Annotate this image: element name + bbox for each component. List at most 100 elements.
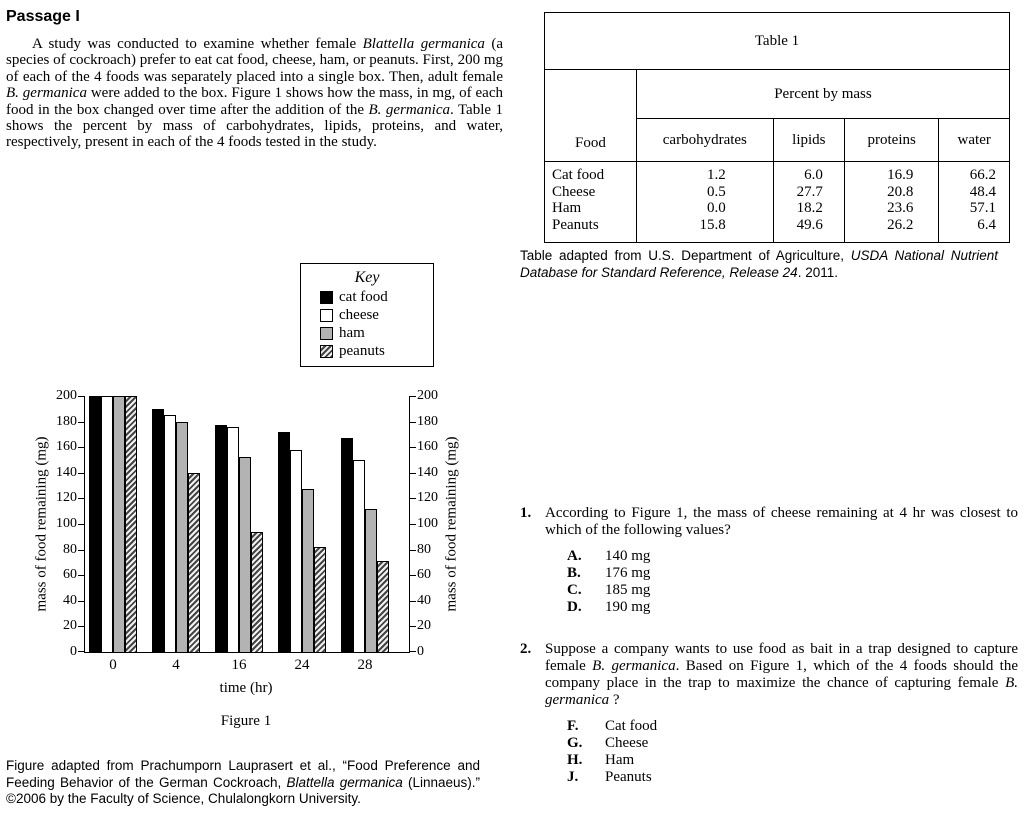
food-name-Ham: Ham <box>552 200 582 216</box>
text-segment: B. germanica <box>368 101 451 118</box>
y-axis-label-right: mass of food remaining (mg) <box>442 396 462 652</box>
y-tick-label-left-180: 180 <box>56 413 77 429</box>
option-letter: H. <box>567 752 583 768</box>
y-tick-mark-left-180 <box>78 421 84 423</box>
food-name-Cheese: Cheese <box>552 183 596 200</box>
bar-ham-t4 <box>176 421 188 652</box>
option-letter: B. <box>567 565 581 581</box>
option-letter: A. <box>567 548 582 564</box>
bar-peanuts-t24 <box>314 547 326 652</box>
option-F: F. Cat food <box>567 718 1018 735</box>
option-A: A. 140 mg <box>567 548 1018 565</box>
x-axis-title: time (hr) <box>219 680 273 696</box>
figure-key-items: cat food cheese ham peanuts <box>301 290 433 359</box>
table-1: Table 1 Food Percent by mass carbohydrat… <box>544 12 1011 243</box>
y-tick-label-left-100: 100 <box>56 516 77 531</box>
value-water-Cheese: 48.4 <box>969 183 996 200</box>
x-tick-label-24: 24 <box>294 657 310 673</box>
question-2-body: Suppose a company wants to use food as b… <box>545 641 1018 786</box>
text-segment: B. germanica <box>592 658 676 674</box>
table-values-col-3: 66.2 48.4 57.1 6.4 <box>938 161 1010 243</box>
y-tick-label-left-200: 200 <box>56 388 77 403</box>
key-item-peanuts: peanuts <box>320 344 433 359</box>
y-tick-label-right-80: 80 <box>417 541 431 557</box>
x-tick-label-16: 16 <box>231 657 247 673</box>
y-tick-label-right-120: 120 <box>417 490 438 506</box>
text-segment: . Based on Figure 1, which of the 4 food… <box>545 658 1018 691</box>
table-title: Table 1 <box>544 12 1010 70</box>
y-tick-mark-right-40 <box>410 600 416 602</box>
value-carbohydrates-Peanuts: 15.8 <box>699 216 726 233</box>
text-segment: According to Figure 1, the mass of chees… <box>545 505 1018 538</box>
bar-peanuts-t0 <box>125 396 137 652</box>
food-name-Peanuts: Peanuts <box>552 216 599 233</box>
y-tick-mark-left-140 <box>78 472 84 474</box>
text-segment: (Linnaeus).” ©2006 by the Faculty of Sci… <box>6 774 480 807</box>
option-text: Peanuts <box>605 769 652 785</box>
figure1-plot: 0 4 16 24 28 <box>78 396 416 673</box>
option-text: Cat food <box>605 718 658 734</box>
y-tick-label-left-60: 60 <box>63 567 77 583</box>
option-letter: F. <box>567 718 579 734</box>
table-col-header-proteins: proteins <box>843 118 940 162</box>
bar-cat-food-t24 <box>278 431 290 652</box>
y-tick-label-right-60: 60 <box>417 567 431 583</box>
y-tick-label-right-0: 0 <box>417 644 424 659</box>
question-1-options: A. 140 mg B. 176 mg C. 185 mg D. 190 mg <box>567 548 1018 616</box>
option-B: B. 176 mg <box>567 565 1018 582</box>
text-segment: B. germanica <box>6 85 87 102</box>
y-tick-mark-right-180 <box>410 421 416 423</box>
bar-group-t16: 16 <box>215 396 263 673</box>
bar-cat-food-t4 <box>152 408 164 652</box>
value-proteins-Cat-food: 16.9 <box>887 167 914 183</box>
y-tick-label-left-120: 120 <box>56 490 77 506</box>
figure-1-chart: mass of food remaining (mg) 0 20 40 60 80 100… <box>32 388 462 730</box>
question-1: 1. According to Figure 1, the mass of che… <box>520 505 1018 616</box>
table-data-row: Cat food Cheese Ham Peanuts 1.2 0.5 0.0 15.8 6… <box>544 161 1010 243</box>
table-title-row: Table 1 <box>544 12 1010 70</box>
option-text: 185 mg <box>605 582 651 598</box>
option-C: C. 185 mg <box>567 582 1018 599</box>
peanuts-swatch <box>320 345 333 358</box>
y-tick-mark-left-100 <box>78 524 84 525</box>
option-text: 140 mg <box>605 548 651 564</box>
value-lipids-Cat-food: 6.0 <box>804 167 823 183</box>
y-tick-mark-right-200 <box>410 396 416 397</box>
key-item-label: cat food <box>339 289 388 305</box>
option-G: G. Cheese <box>567 735 1018 752</box>
text-segment: . 2011. <box>797 264 838 280</box>
bar-cheese-t4 <box>164 415 176 652</box>
text-segment: (a species of cockroach) prefer to eat c… <box>6 36 504 85</box>
x-tick-label-0: 0 <box>109 657 117 673</box>
bar-cheese-t28 <box>353 460 365 652</box>
y-axis-left-ticks: 0 20 40 60 80 100 120 140 160 180 200 <box>52 388 84 659</box>
questions: 1. According to Figure 1, the mass of che… <box>520 505 1018 811</box>
y-tick-label-right-140: 140 <box>417 464 438 480</box>
y-tick-label-right-160: 160 <box>417 439 438 455</box>
left-column: Passage I A study was conducted to exami… <box>6 8 506 806</box>
figure-key-title: Key <box>354 269 380 286</box>
x-tick-label-28: 28 <box>357 657 373 673</box>
y-tick-mark-left-20 <box>78 626 84 628</box>
x-tick-label-4: 4 <box>172 657 180 673</box>
y-tick-label-right-180: 180 <box>417 413 438 429</box>
option-letter: C. <box>567 582 582 598</box>
figure-1-caption: Figure 1 <box>220 713 272 729</box>
y-axis-label-right-text: mass of food remaining (mg) <box>443 436 460 612</box>
bar-ham-t28 <box>365 508 377 652</box>
question-2-options: F. Cat food G. Cheese H. Ham J. Peanuts <box>567 718 1018 786</box>
value-proteins-Peanuts: 26.2 <box>887 216 914 233</box>
y-tick-label-right-20: 20 <box>417 618 431 634</box>
text-segment: Blattella germanica <box>362 36 485 52</box>
bar-ham-t24 <box>302 489 314 652</box>
value-carbohydrates-Cat-food: 1.2 <box>707 167 726 183</box>
key-item-cheese: cheese <box>320 308 433 323</box>
text-segment: ? <box>609 692 620 708</box>
table-values-col-1: 6.0 27.7 18.2 49.6 <box>772 161 845 243</box>
table-values-col-0: 1.2 0.5 0.0 15.8 <box>635 161 774 243</box>
bar-peanuts-t28 <box>377 561 389 652</box>
y-tick-mark-left-60 <box>78 575 84 577</box>
y-tick-mark-left-40 <box>78 600 84 602</box>
passage-title: Passage I <box>6 8 80 25</box>
